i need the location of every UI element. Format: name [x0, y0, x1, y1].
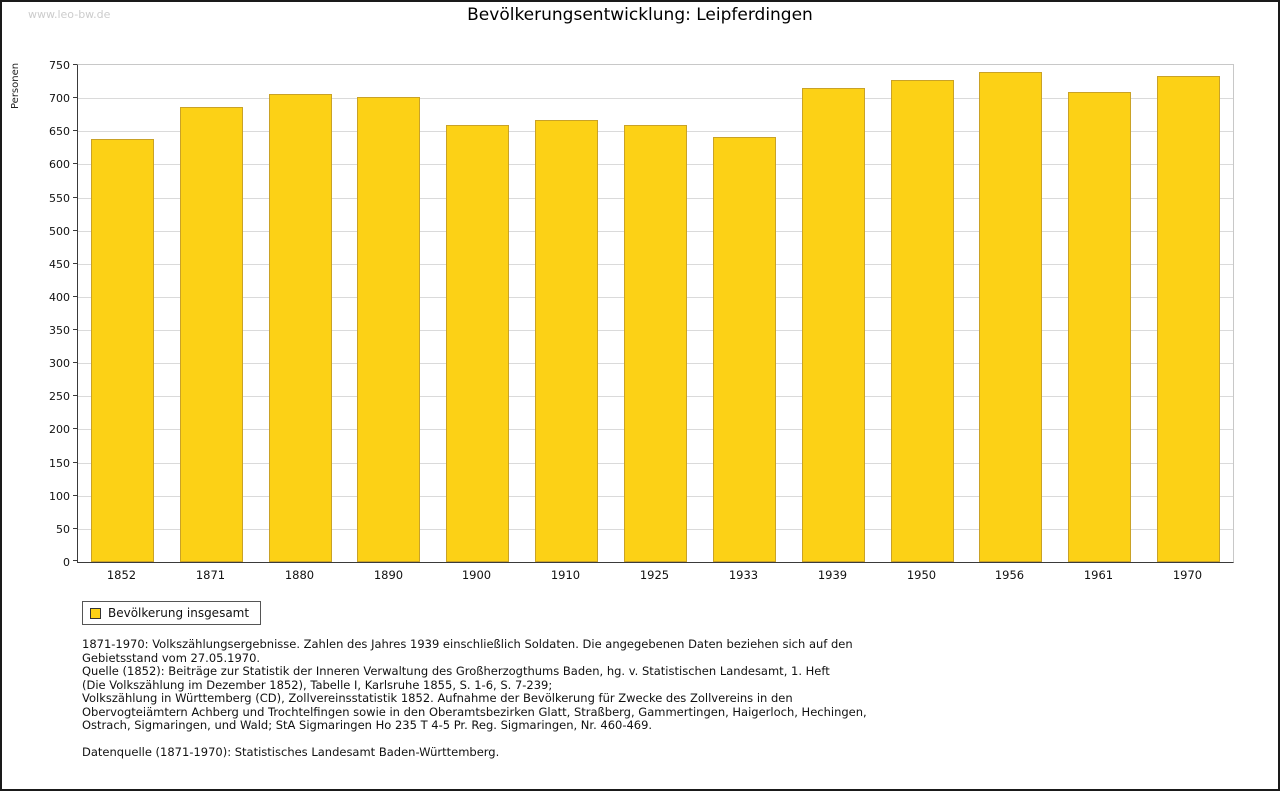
- y-tick-mark: [73, 64, 77, 65]
- y-tick-label: 650: [49, 125, 70, 138]
- y-tick-mark: [73, 495, 77, 496]
- y-tick-label: 600: [49, 158, 70, 171]
- y-tick-mark: [73, 130, 77, 131]
- bar-1880: [269, 94, 332, 562]
- x-tick-label: 1950: [906, 568, 937, 582]
- footer-line: (Die Volkszählung im Dezember 1852), Tab…: [82, 677, 553, 692]
- y-tick-mark: [73, 462, 77, 463]
- x-tick-label: 1852: [106, 568, 137, 582]
- x-tick-label: 1925: [639, 568, 670, 582]
- y-tick-mark: [73, 528, 77, 529]
- footer-line: Quelle (1852): Beiträge zur Statistik de…: [82, 664, 830, 678]
- bar-1956: [979, 72, 1042, 562]
- footer-line: Gebietsstand vom 27.05.1970.: [82, 650, 261, 665]
- y-tick-mark: [73, 230, 77, 231]
- bar-1970: [1157, 76, 1220, 562]
- bar-1961: [1068, 92, 1131, 562]
- y-tick-labels: 0 50 100 150 200 250 300 350 400 450 500 550 600 650 7…: [2, 59, 70, 569]
- x-tick-label: 1933: [728, 568, 759, 582]
- y-tick-label: 250: [49, 390, 70, 403]
- y-tick-mark: [73, 395, 77, 396]
- bar-1910: [535, 120, 598, 562]
- footer-line: Obervogteiämtern Achberg und Trochtelfin…: [82, 704, 867, 719]
- x-tick-label: 1956: [994, 568, 1025, 582]
- x-tick-label: 1970: [1172, 568, 1203, 582]
- x-tick-label: 1900: [461, 568, 492, 582]
- y-tick-mark: [73, 428, 77, 429]
- y-tick-label: 300: [49, 357, 70, 370]
- plot-area: [77, 64, 1234, 563]
- gridline: [78, 98, 1233, 99]
- bar-1933: [713, 137, 776, 562]
- y-tick-label: 100: [49, 490, 70, 503]
- footer-notes: 1871-1970: Volkszählungsergebnisse. Zahl…: [82, 637, 867, 733]
- y-tick-mark: [73, 362, 77, 363]
- y-tick-label: 0: [63, 556, 70, 569]
- watermark: www.leo-bw.de: [28, 8, 111, 21]
- legend: Bevölkerung insgesamt: [82, 601, 262, 625]
- y-tick-mark: [73, 296, 77, 297]
- x-tick-label: 1880: [284, 568, 315, 582]
- x-tick-label: 1910: [550, 568, 581, 582]
- legend-swatch: [90, 607, 101, 619]
- x-tick-label: 1871: [195, 568, 226, 582]
- y-tick-label: 500: [49, 225, 70, 238]
- y-tick-label: 700: [49, 92, 70, 105]
- y-tick-label: 550: [49, 192, 70, 205]
- y-tick-mark: [73, 163, 77, 164]
- y-tick-label: 350: [49, 324, 70, 337]
- x-tick-labels: 1852 1871 1880 1890 1900 1910 1925 1933 1939 1950…: [77, 568, 1234, 586]
- y-tick-label: 750: [49, 59, 70, 72]
- bar-1852: [91, 139, 154, 562]
- x-tick-label: 1961: [1083, 568, 1114, 582]
- y-tick-mark: [73, 560, 77, 561]
- bar-1950: [891, 80, 954, 562]
- y-tick-marks: [73, 64, 77, 563]
- y-tick-label: 200: [49, 423, 70, 436]
- x-tick-label: 1939: [817, 568, 848, 582]
- y-tick-label: 400: [49, 291, 70, 304]
- bar-1900: [446, 125, 509, 562]
- bar-1939: [802, 88, 865, 562]
- y-tick-mark: [73, 97, 77, 98]
- bar-1871: [180, 107, 243, 562]
- legend-label: Bevölkerung insgesamt: [108, 606, 250, 620]
- footer-line: Volkszählung in Württemberg (CD), Zollve…: [82, 691, 793, 705]
- y-tick-mark: [73, 197, 77, 198]
- y-tick-label: 450: [49, 258, 70, 271]
- y-tick-mark: [73, 329, 77, 330]
- datasource-note: Datenquelle (1871-1970): Statistisches L…: [82, 745, 500, 759]
- footer-line: Ostrach, Sigmaringen, und Wald; StA Sigm…: [82, 718, 653, 732]
- bar-1925: [624, 125, 687, 562]
- x-tick-label: 1890: [373, 568, 404, 582]
- bar-1890: [357, 97, 420, 562]
- chart-title: Bevölkerungsentwicklung: Leipferdingen: [467, 5, 813, 25]
- y-tick-label: 50: [56, 523, 70, 536]
- footer-line: 1871-1970: Volkszählungsergebnisse. Zahl…: [82, 637, 853, 651]
- y-tick-label: 150: [49, 457, 70, 470]
- y-tick-mark: [73, 263, 77, 264]
